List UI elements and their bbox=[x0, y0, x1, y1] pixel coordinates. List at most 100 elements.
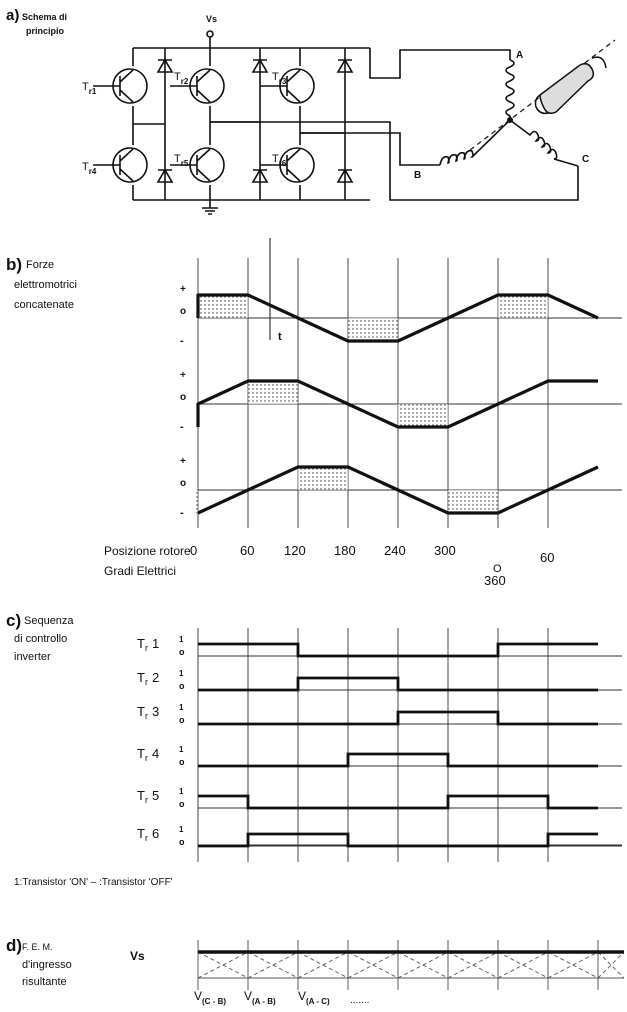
diode-top-1 bbox=[156, 58, 174, 73]
minus-mark-2: - bbox=[180, 421, 184, 433]
x-tick-60-1: 60 bbox=[240, 543, 254, 558]
label-Tr4: Tr4 bbox=[82, 161, 97, 176]
x-tick-180-3: 180 bbox=[334, 543, 356, 558]
panel-d-title-line3: risultante bbox=[22, 976, 67, 988]
one-mark-2: 1 bbox=[179, 669, 184, 678]
panel-b-emf-waveforms: b) Forze elettromotrici concatenate t + o -… bbox=[6, 238, 622, 588]
shaded-interval-2-1 bbox=[247, 380, 299, 405]
panel-b-letter: b) bbox=[6, 255, 22, 274]
wave-label-2: V(A - C) bbox=[113, 379, 150, 398]
panel-c-title-line1: Sequenza bbox=[24, 615, 74, 627]
transistor-symbol bbox=[286, 69, 301, 103]
diode-bottom-1 bbox=[156, 168, 174, 183]
motor-windings: A B C bbox=[410, 39, 616, 181]
shaded-interval-3-3 bbox=[447, 489, 499, 514]
x-tick-300-5: 300 bbox=[434, 543, 456, 558]
rise-3 bbox=[347, 951, 399, 979]
bottom-label-2: V(A - B) bbox=[244, 989, 276, 1006]
panel-a-letter: a) bbox=[6, 7, 19, 24]
transistor-symbol bbox=[196, 69, 211, 103]
one-mark-6: 1 bbox=[179, 825, 184, 834]
shaded-interval-2-2 bbox=[397, 403, 449, 428]
rise-8 bbox=[597, 951, 625, 979]
row-label-2: Tr 2 bbox=[137, 670, 159, 687]
diode-top-3 bbox=[336, 58, 354, 73]
row-label-4: Tr 4 bbox=[137, 746, 159, 763]
label-Tr1: Tr1 bbox=[82, 81, 97, 96]
panel-c-letter: c) bbox=[6, 611, 21, 630]
panel-c-grid: 1 o 1 o 1 o 1 o 1 o 1 o bbox=[179, 628, 622, 862]
panel-c-control-sequence: c) Sequenza di controllo inverter 1 o 1 o 1 o… bbox=[6, 611, 622, 888]
bottom-ellipsis: ....... bbox=[350, 995, 369, 1006]
panel-b-title-line3: concatenate bbox=[14, 299, 74, 311]
transistor-symbol bbox=[286, 148, 301, 182]
panel-d-letter: d) bbox=[6, 936, 22, 955]
on-off-legend: 1:Transistor 'ON' – :Transistor 'OFF' bbox=[14, 877, 173, 888]
shaded-interval-3-1 bbox=[196, 489, 199, 514]
wire-to-C bbox=[210, 121, 579, 201]
switch-state-1 bbox=[198, 642, 598, 658]
decay-8 bbox=[597, 951, 625, 979]
diode-bottom-2 bbox=[251, 168, 269, 183]
wave-1 bbox=[196, 293, 599, 343]
minus-mark-1: - bbox=[180, 335, 184, 347]
wire-B-1 bbox=[300, 132, 410, 166]
transistor-symbol bbox=[119, 69, 134, 103]
panel-b-waves: V(A - B) V(A - C) V(B - C) bbox=[113, 293, 599, 515]
one-mark-1: 1 bbox=[179, 635, 184, 644]
phase-C-label: C bbox=[582, 154, 589, 165]
x-axis-title-line2: Gradi Elettrici bbox=[104, 564, 176, 578]
panel-c-rows: Tr 1 Tr 2 Tr 3 Tr 4 Tr 5 Tr 6 bbox=[137, 636, 598, 848]
panel-d-title-line1: F. E. M. bbox=[22, 942, 53, 952]
one-mark-5: 1 bbox=[179, 787, 184, 796]
x-tick-360-6: 360 bbox=[484, 573, 506, 588]
bottom-label-1: V(C - B) bbox=[194, 989, 226, 1006]
phase-A-label: A bbox=[516, 50, 523, 61]
one-mark-4: 1 bbox=[179, 745, 184, 754]
switch-state-6 bbox=[198, 832, 598, 848]
phase-B-label: B bbox=[414, 170, 421, 181]
coil-B bbox=[439, 119, 511, 166]
switch-state-5 bbox=[198, 794, 598, 810]
shaded-interval-1-1 bbox=[197, 294, 249, 319]
zero-mark-3: o bbox=[179, 715, 185, 725]
zero-mark-6: o bbox=[179, 837, 185, 847]
label-Tr5: Tr5 bbox=[174, 153, 189, 168]
panel-d-wave: V(C - B) V(A - B) V(A - C)....... bbox=[194, 940, 625, 1006]
panel-c-title-line3: inverter bbox=[14, 651, 51, 663]
shaded-interval-1-2 bbox=[347, 317, 399, 342]
one-mark-3: 1 bbox=[179, 703, 184, 712]
row-label-5: Tr 5 bbox=[137, 788, 159, 805]
x-tick-120-2: 120 bbox=[284, 543, 306, 558]
diode-bottom-3 bbox=[336, 168, 354, 183]
minus-mark-3: - bbox=[180, 507, 184, 519]
vs-label: Vs bbox=[130, 949, 145, 963]
panel-a-schematic: a) Schema di principio Vs A B C Tr1 Tr2 Tr3 T… bbox=[6, 7, 616, 215]
wire-to-A bbox=[369, 48, 511, 79]
plus-mark-2: + bbox=[180, 370, 186, 381]
panel-a-title-line2: principio bbox=[26, 26, 65, 36]
rise-0 bbox=[197, 951, 249, 979]
switch-state-4 bbox=[198, 752, 598, 768]
row-label-3: Tr 3 bbox=[137, 704, 159, 721]
rise-6 bbox=[497, 951, 549, 979]
t-marker-label: t bbox=[278, 331, 282, 343]
coil-C bbox=[509, 119, 579, 167]
panel-d-title-line2: d'ingresso bbox=[22, 959, 72, 971]
supply-label: Vs bbox=[206, 14, 217, 24]
rotation-arrow bbox=[591, 56, 607, 69]
zero-mark-2: o bbox=[179, 681, 185, 691]
supply-terminal bbox=[206, 30, 214, 38]
label-Tr2: Tr2 bbox=[174, 71, 189, 86]
zero-mark-5: o bbox=[179, 799, 185, 809]
rise-1 bbox=[247, 951, 299, 979]
transistor-symbol bbox=[119, 148, 134, 182]
rise-5 bbox=[447, 951, 499, 979]
switch-state-3 bbox=[198, 710, 598, 726]
row-label-6: Tr 6 bbox=[137, 826, 159, 843]
diode-top-2 bbox=[251, 58, 269, 73]
rise-2 bbox=[297, 951, 349, 979]
panel-b-title-line1: Forze bbox=[26, 259, 54, 271]
rise-4 bbox=[397, 951, 449, 979]
